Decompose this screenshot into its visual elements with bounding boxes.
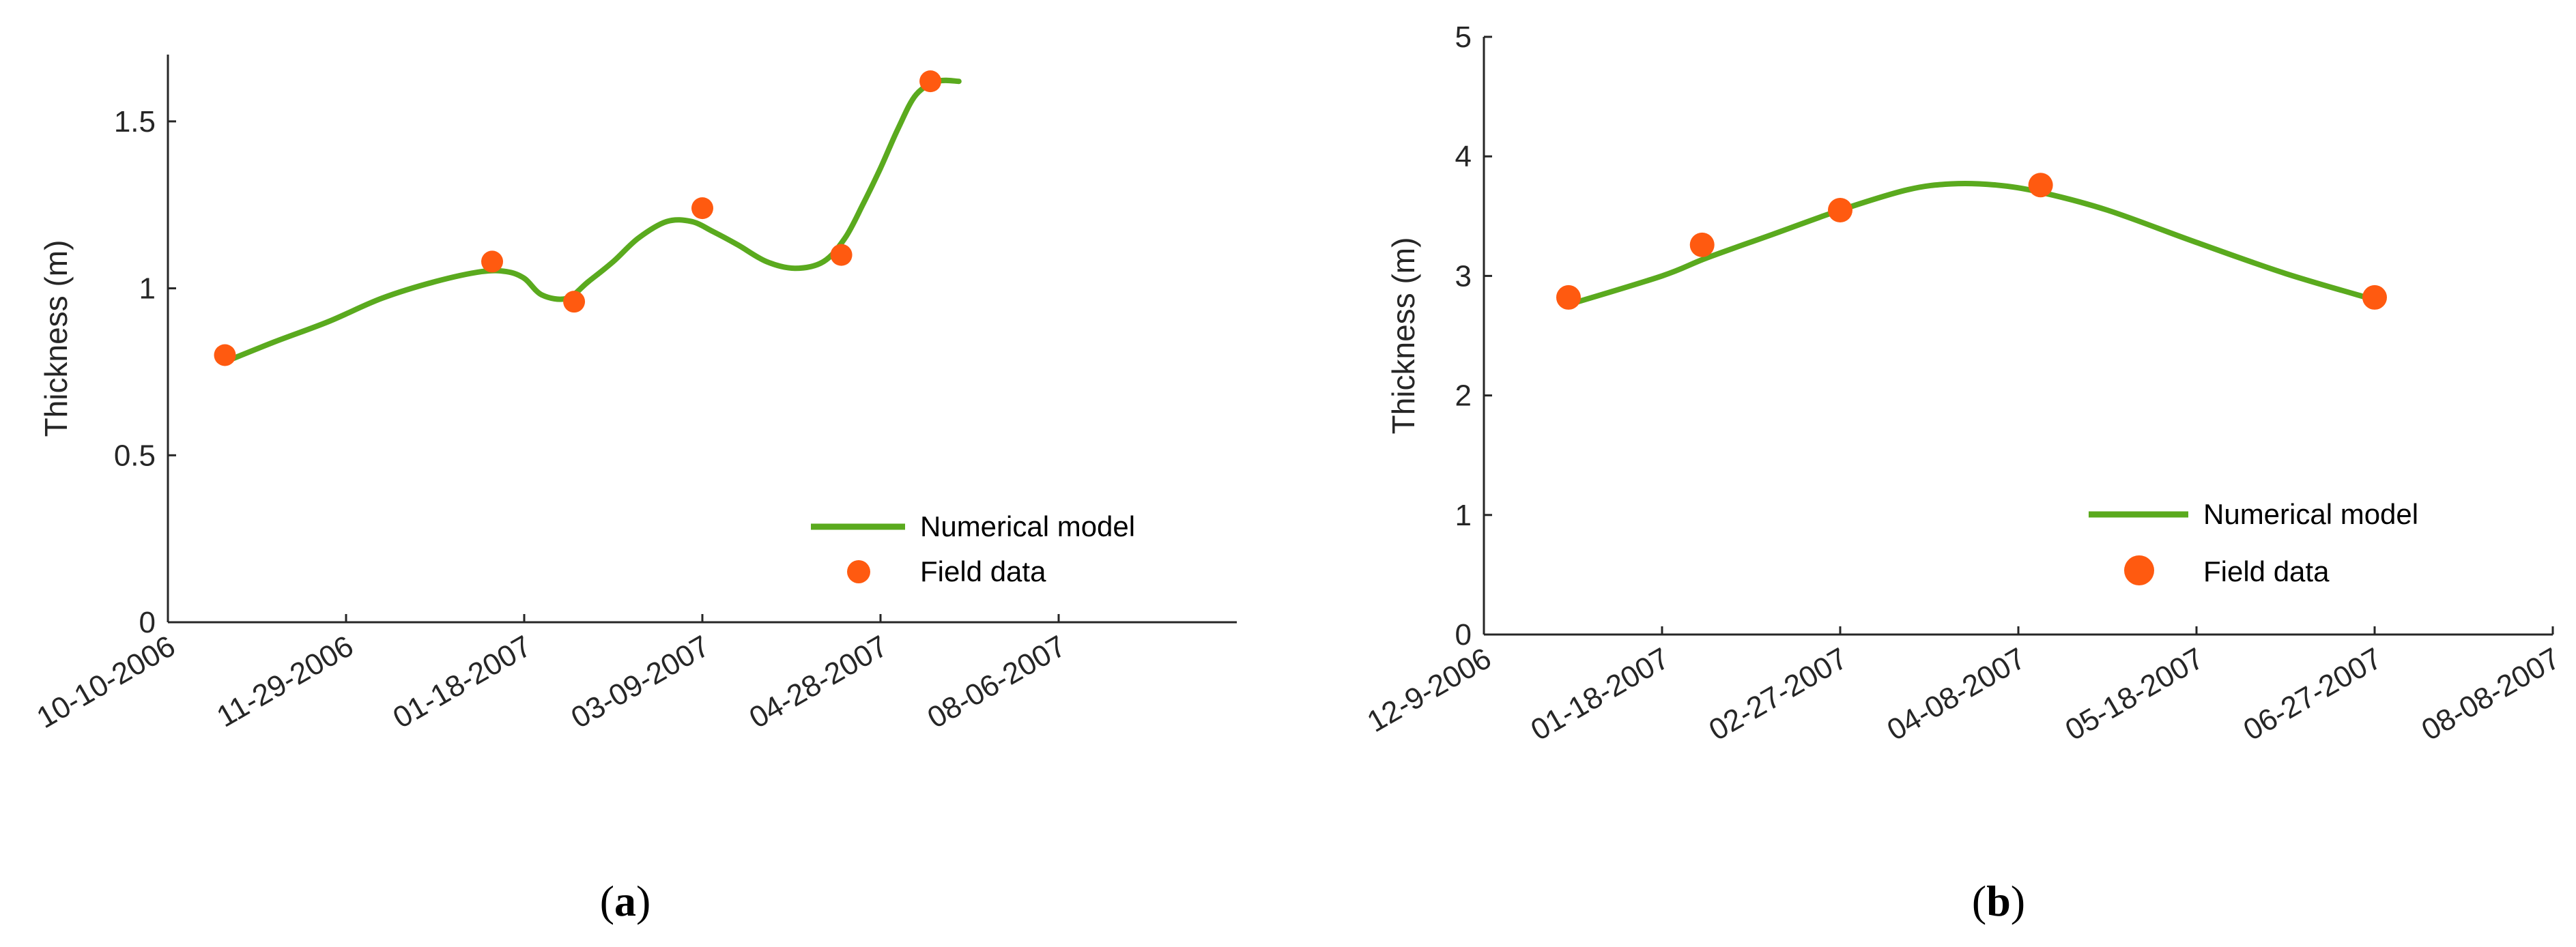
panel-label-letter-b: b xyxy=(1986,877,2011,925)
x-tick-label-b-4: 05-18-2007 xyxy=(2060,641,2209,747)
y-axis-title-b: Thickness (m) xyxy=(1386,237,1421,435)
field-point-b-2 xyxy=(1828,198,1852,223)
field-point-a-4 xyxy=(830,244,853,266)
y-tick-label-b-3: 3 xyxy=(1455,259,1472,293)
field-point-b-3 xyxy=(2028,173,2053,198)
x-tick-label-b-6: 08-08-2007 xyxy=(2416,641,2566,747)
y-axis-title-a: Thickness (m) xyxy=(38,240,74,437)
legend-label-model-b: Numerical model xyxy=(2203,498,2418,530)
legend-label-field-a: Field data xyxy=(920,555,1046,587)
x-tick-label-b-1: 01-18-2007 xyxy=(1526,641,1675,747)
x-tick-label-a-3: 03-09-2007 xyxy=(566,629,715,735)
y-tick-label-b-5: 5 xyxy=(1455,20,1472,54)
field-point-a-1 xyxy=(481,250,504,273)
legend-a: Numerical model Field data xyxy=(811,510,1135,587)
x-tick-label-b-2: 02-27-2007 xyxy=(1704,641,1853,747)
x-tick-label-a-4: 04-28-2007 xyxy=(744,629,893,735)
panel-label-close-b: ) xyxy=(2011,877,2025,925)
y-tick-label-b-4: 4 xyxy=(1455,140,1472,173)
x-tick-label-a-1: 11-29-2006 xyxy=(211,629,359,733)
panel-label-open-a: ( xyxy=(600,877,614,925)
y-tick-label-b-0: 0 xyxy=(1455,618,1472,652)
y-tick-label-b-1: 1 xyxy=(1455,499,1472,532)
x-tick-label-a-5: 08-06-2007 xyxy=(922,629,1072,735)
legend-label-field-b: Field data xyxy=(2203,555,2330,587)
field-point-b-4 xyxy=(2362,285,2387,310)
field-point-a-0 xyxy=(214,344,236,366)
field-point-a-5 xyxy=(919,70,942,93)
y-tick-label-a-0: 0 xyxy=(139,606,156,639)
x-tick-label-a-2: 01-18-2007 xyxy=(388,629,537,735)
y-tick-label-b-2: 2 xyxy=(1455,379,1472,413)
x-tick-label-b-5: 06-27-2007 xyxy=(2238,641,2388,747)
panel-label-letter-a: a xyxy=(614,877,636,925)
x-tick-label-b-0: 12-9-2006 xyxy=(1362,641,1497,739)
x-tick-label-a-0: 10-10-2006 xyxy=(31,629,181,735)
legend-b: Numerical model Field data xyxy=(2089,498,2418,587)
field-point-b-0 xyxy=(1556,285,1581,310)
panel-label-open-b: ( xyxy=(1972,877,1986,925)
y-tick-label-a-1: 0.5 xyxy=(114,439,156,472)
y-tick-label-a-2: 1 xyxy=(139,272,156,306)
series-line-model-a xyxy=(222,77,962,365)
legend-marker-swatch-b xyxy=(2124,555,2154,585)
chart-panel-b: 0 1 2 3 4 5 12-9-2006 01-18-2007 02-27-2007 04-08… xyxy=(1362,20,2566,925)
field-point-a-3 xyxy=(691,197,713,220)
plot-area-b: 0 1 2 3 4 5 12-9-2006 01-18-2007 02-27-2007 04-08… xyxy=(1362,20,2566,747)
panel-label-b: (b) xyxy=(1972,877,2025,925)
series-line-model-b xyxy=(1566,180,2377,308)
panel-label-close-a: ) xyxy=(636,877,650,925)
panel-label-a: (a) xyxy=(600,877,651,925)
plot-area-a: 0 0.5 1 1.5 10-10-2006 11-29-2006 01-18-2007 03… xyxy=(31,70,1072,735)
x-tick-label-b-3: 04-08-2007 xyxy=(1882,641,2031,747)
legend-label-model-a: Numerical model xyxy=(920,510,1135,542)
y-tick-label-a-3: 1.5 xyxy=(114,105,156,139)
field-point-b-1 xyxy=(1689,232,1715,257)
field-point-a-2 xyxy=(563,291,586,313)
chart-panel-a: 0 0.5 1 1.5 10-10-2006 11-29-2006 01-18-2007 03… xyxy=(31,55,1237,925)
legend-marker-swatch-a xyxy=(847,560,870,583)
